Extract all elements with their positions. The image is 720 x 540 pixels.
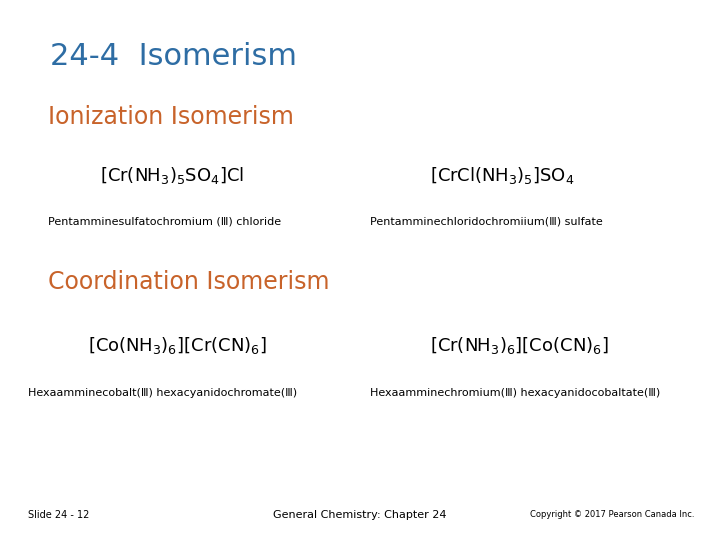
Text: Hexaamminecobalt(Ⅲ) hexacyanidochromate(Ⅲ): Hexaamminecobalt(Ⅲ) hexacyanidochromate(… [28, 388, 297, 398]
Text: [Cr(NH$_3$)$_6$][Co(CN)$_6$]: [Cr(NH$_3$)$_6$][Co(CN)$_6$] [430, 335, 608, 356]
Text: Coordination Isomerism: Coordination Isomerism [48, 270, 330, 294]
Text: Copyright © 2017 Pearson Canada Inc.: Copyright © 2017 Pearson Canada Inc. [531, 510, 695, 519]
Text: [CrCl(NH$_3$)$_5$]SO$_4$: [CrCl(NH$_3$)$_5$]SO$_4$ [430, 165, 575, 186]
Text: [Cr(NH$_3$)$_5$SO$_4$]Cl: [Cr(NH$_3$)$_5$SO$_4$]Cl [100, 165, 244, 186]
Text: 24-4  Isomerism: 24-4 Isomerism [50, 42, 297, 71]
Text: Hexaamminechromium(Ⅲ) hexacyanidocobaltate(Ⅲ): Hexaamminechromium(Ⅲ) hexacyanidocobalta… [370, 388, 660, 398]
Text: Pentamminechloridochromiium(Ⅲ) sulfate: Pentamminechloridochromiium(Ⅲ) sulfate [370, 217, 603, 227]
Text: Slide 24 - 12: Slide 24 - 12 [28, 510, 89, 520]
Text: Ionization Isomerism: Ionization Isomerism [48, 105, 294, 129]
Text: General Chemistry: Chapter 24: General Chemistry: Chapter 24 [274, 510, 446, 520]
Text: [Co(NH$_3$)$_6$][Cr(CN)$_6$]: [Co(NH$_3$)$_6$][Cr(CN)$_6$] [88, 335, 266, 356]
Text: Pentamminesulfatochromium (Ⅲ) chloride: Pentamminesulfatochromium (Ⅲ) chloride [48, 217, 281, 227]
